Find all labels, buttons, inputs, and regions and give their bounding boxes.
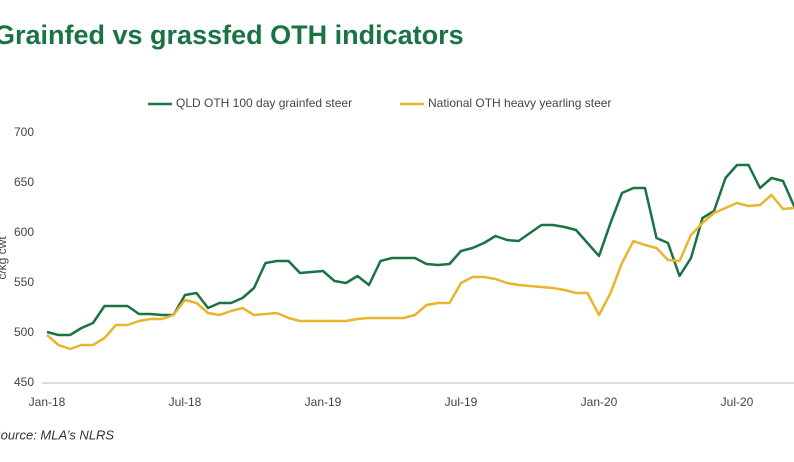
x-tick-label: Jan-19 bbox=[305, 395, 342, 409]
y-tick-label: 700 bbox=[14, 125, 34, 139]
x-tick-label: Jul-20 bbox=[721, 395, 754, 409]
x-tick-label: Jan-20 bbox=[581, 395, 618, 409]
chart-title: Grainfed vs grassfed OTH indicators bbox=[0, 20, 464, 50]
y-tick-label: 600 bbox=[14, 225, 34, 239]
source: Source: MLA’s NLRS bbox=[0, 427, 114, 442]
y-tick-label: 650 bbox=[14, 175, 34, 189]
y-tick-label: 550 bbox=[14, 275, 34, 289]
series-line bbox=[46, 193, 794, 351]
y-tick-label: 450 bbox=[14, 375, 34, 389]
y-tick-label: 500 bbox=[14, 325, 34, 339]
legend-label: QLD OTH 100 day grainfed steer bbox=[176, 96, 352, 110]
x-tick-label: Jul-19 bbox=[445, 395, 478, 409]
x-tick-label: Jan-18 bbox=[29, 395, 66, 409]
legend-label: National OTH heavy yearling steer bbox=[428, 96, 611, 110]
y-axis-label: c/kg cwt bbox=[0, 236, 9, 280]
x-tick-label: Jul-18 bbox=[169, 395, 202, 409]
